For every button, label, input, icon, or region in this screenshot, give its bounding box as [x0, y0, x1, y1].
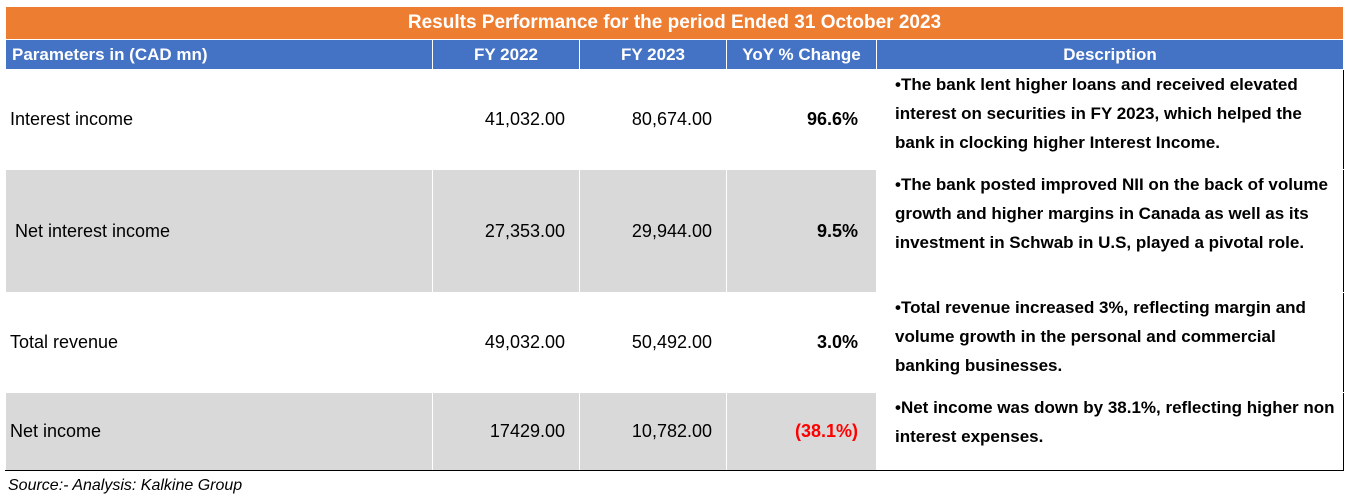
results-table-container: Results Performance for the period Ended…: [5, 6, 1344, 471]
row-description: •The bank posted improved NII on the bac…: [876, 169, 1344, 293]
table-row: Net income 17429.00 10,782.00 (38.1%) •N…: [5, 392, 1344, 471]
row-fy2022: 49,032.00: [432, 292, 580, 393]
row-parameter: Interest income: [5, 69, 433, 170]
row-fy2023: 50,492.00: [579, 292, 727, 393]
table-title: Results Performance for the period Ended…: [5, 6, 1344, 40]
row-parameter: Total revenue: [5, 292, 433, 393]
row-description: •Net income was down by 38.1%, reflectin…: [876, 392, 1344, 471]
table-row: Interest income 41,032.00 80,674.00 96.6…: [5, 69, 1344, 170]
row-parameter: Net interest income: [5, 169, 433, 293]
header-fy2023: FY 2023: [579, 39, 727, 70]
row-description: •Total revenue increased 3%, reflecting …: [876, 292, 1344, 393]
row-fy2023: 10,782.00: [579, 392, 727, 471]
row-fy2023: 80,674.00: [579, 69, 727, 170]
source-note: Source:- Analysis: Kalkine Group: [8, 477, 243, 494]
row-fy2023: 29,944.00: [579, 169, 727, 293]
row-parameter: Net income: [5, 392, 433, 471]
header-fy2022: FY 2022: [432, 39, 580, 70]
row-yoy: 9.5%: [726, 169, 877, 293]
table-row: Total revenue 49,032.00 50,492.00 3.0% •…: [5, 292, 1344, 393]
header-row: Parameters in (CAD mn) FY 2022 FY 2023 Y…: [5, 39, 1344, 70]
row-fy2022: 17429.00: [432, 392, 580, 471]
table-row: Net interest income 27,353.00 29,944.00 …: [5, 169, 1344, 293]
row-fy2022: 27,353.00: [432, 169, 580, 293]
row-yoy-negative: (38.1%): [726, 392, 877, 471]
row-yoy: 96.6%: [726, 69, 877, 170]
header-yoy: YoY % Change: [726, 39, 877, 70]
results-table: Results Performance for the period Ended…: [5, 6, 1344, 471]
row-description: •The bank lent higher loans and received…: [876, 69, 1344, 170]
title-row: Results Performance for the period Ended…: [5, 6, 1344, 40]
header-parameter: Parameters in (CAD mn): [5, 39, 433, 70]
row-fy2022: 41,032.00: [432, 69, 580, 170]
row-yoy: 3.0%: [726, 292, 877, 393]
header-description: Description: [876, 39, 1344, 70]
